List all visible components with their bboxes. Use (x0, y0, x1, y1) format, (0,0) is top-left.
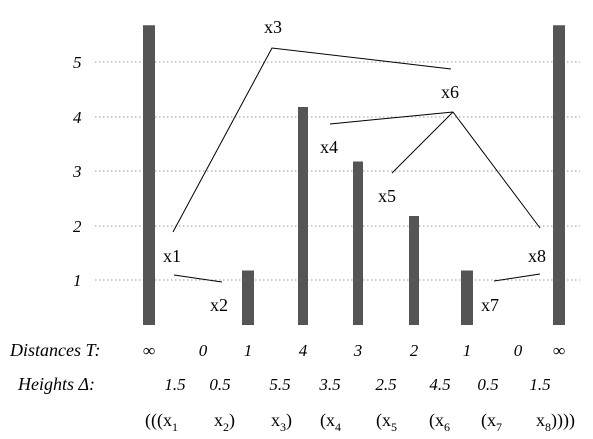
expr-item: x3) (271, 410, 292, 434)
distances-row: Distances T: ∞ 0 1 4 3 2 1 0 ∞ (9, 340, 565, 360)
y-tick-label: 3 (72, 162, 82, 181)
expr-item: (x6 (429, 410, 450, 434)
y-tick-label: 1 (73, 271, 82, 290)
node-label-x4: x4 (320, 137, 338, 157)
height-value: 2.5 (375, 375, 396, 394)
bar (409, 216, 419, 325)
height-value: 5.5 (269, 375, 290, 394)
bar (553, 25, 565, 325)
heights-row: Heights Δ: 1.5 0.5 5.5 3.5 2.5 4.5 0.5 1… (17, 374, 551, 394)
node-label-x3: x3 (264, 17, 282, 37)
bars (143, 25, 565, 325)
bar (143, 25, 155, 325)
bar (461, 270, 473, 325)
height-value: 0.5 (209, 375, 230, 394)
node-label-x5: x5 (378, 186, 396, 206)
height-value: 0.5 (477, 375, 498, 394)
distances-label: Distances T: (9, 340, 101, 360)
y-axis: 1 2 3 4 5 (72, 53, 82, 290)
distance-values: ∞ 0 1 4 3 2 1 0 ∞ (143, 341, 565, 360)
bar (298, 107, 308, 325)
height-value: 4.5 (429, 375, 450, 394)
distance-value: 4 (299, 341, 308, 360)
bar (242, 270, 254, 325)
distance-value: 2 (410, 341, 419, 360)
heights-label: Heights Δ: (17, 374, 95, 394)
tree-edge-x6-x4 (329, 111, 454, 125)
y-tick-label: 2 (73, 217, 82, 236)
node-label-x2: x2 (210, 295, 228, 315)
height-value: 3.5 (318, 375, 340, 394)
expr-item: x2) (214, 410, 235, 434)
expr-item: (x4 (320, 410, 341, 434)
height-value: 1.5 (529, 375, 550, 394)
tree-edge-x8-x7 (493, 273, 541, 282)
expr-item: (x5 (376, 410, 397, 434)
y-tick-label: 4 (73, 108, 82, 127)
nesting-expression: (((x1 x2) x3) (x4 (x5 (x6 (x7 x8)))) (145, 410, 575, 434)
node-label-x6: x6 (441, 82, 459, 102)
distance-value: 0 (514, 341, 523, 360)
height-value: 1.5 (164, 375, 185, 394)
distance-value: 1 (463, 341, 472, 360)
node-label-x7: x7 (481, 295, 499, 315)
node-label-x1: x1 (163, 246, 181, 266)
bar (353, 161, 363, 325)
node-label-x8: x8 (528, 246, 546, 266)
tree-edge-x1-x2 (173, 274, 223, 283)
distance-value: ∞ (553, 341, 565, 360)
distance-value: 3 (353, 341, 363, 360)
expr-item: x8)))) (536, 410, 575, 434)
tree-edge-x6-x5 (391, 111, 454, 174)
distance-value: ∞ (143, 341, 155, 360)
tree-lines (172, 47, 541, 283)
node-labels: x1 x2 x3 x4 x5 x6 x7 x8 (163, 17, 546, 315)
distance-value: 1 (244, 341, 253, 360)
expr-item: (((x1 (145, 410, 178, 434)
distance-value: 0 (199, 341, 208, 360)
tree-edge-x6-x8 (452, 111, 541, 229)
expr-item: (x7 (481, 410, 502, 434)
y-tick-label: 5 (73, 53, 82, 72)
tree-edge-x3 (172, 47, 452, 233)
